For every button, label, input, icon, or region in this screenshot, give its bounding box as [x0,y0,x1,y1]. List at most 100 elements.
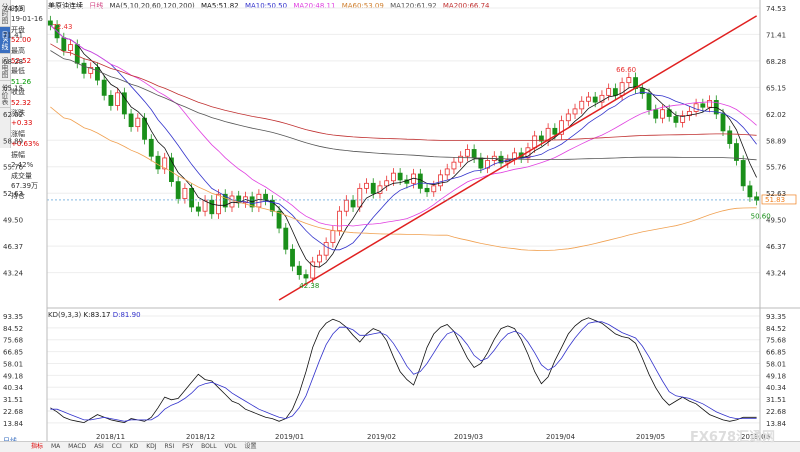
amp-label: 涨幅 [11,129,25,138]
tab-daily-kline[interactable]: 日K线 [0,27,10,54]
tab-price-table[interactable]: 分价表 [0,81,10,108]
candle-body-0 [47,20,53,26]
ma10-legend: MA10:50.50 [244,2,288,10]
y-tick-right-3: 52.63 [766,190,786,198]
candle-body-93 [673,116,679,123]
kd-tick-right-7: 75.68 [766,337,786,345]
candle-body-16 [155,155,161,170]
candle-body-64 [478,157,484,169]
candle-body-52 [397,172,403,181]
candle-body-72 [532,135,538,149]
candle-body-57 [431,185,437,193]
candle-body-6 [88,67,94,74]
candle-body-27 [229,195,235,208]
kd-tick-right-3: 40.34 [766,384,787,392]
date-value: 19-01-16 [11,15,43,24]
close-value: 52.32 [11,98,32,107]
trendline [278,15,758,301]
candle-body-34 [276,210,282,229]
candle-body-15 [148,138,154,157]
candle-body-63 [471,149,477,159]
indicator-tab-kd[interactable]: KD [129,443,139,450]
indicator-tab-asi[interactable]: ASI [94,443,104,450]
price-chart[interactable]: 51.83 43.24 43.24 46.37 46.37 49.50 49.50 52.6… [0,0,800,441]
indicator-tab-index[interactable]: 指标 [31,443,44,450]
last-price-box [761,194,797,205]
kd-tick-left-2: 31.51 [3,396,23,404]
candle-body-101 [727,130,733,144]
tab-intraday[interactable]: 分时图 [0,0,10,27]
candle-body-26 [222,193,228,208]
y-tick-left-2: 49.50 [3,217,23,225]
candle-body-25 [216,193,221,215]
y-tick-left-5: 58.89 [3,137,23,145]
amp-value: +0.63% [11,140,40,149]
x-tick-7: 2019/06 [741,433,771,441]
indicator-tab-settings[interactable]: 设置 [244,443,257,450]
candle-body-48 [370,182,376,194]
y-tick-left-10: 74.53 [3,5,23,13]
indicator-tab-macd[interactable]: MACD [68,443,87,450]
candle-body-32 [263,193,269,201]
close-label: 收盘 [11,88,25,97]
y-tick-left-6: 62.02 [3,111,23,119]
indicator-tab-kdj[interactable]: KDJ [146,443,157,450]
candle-body-31 [256,193,262,208]
chart-sidebar: 分时图 日K线 闪电图 分价表 [0,0,11,148]
y-tick-right-1: 46.37 [766,243,786,251]
marker-low: 42.38 [299,282,319,290]
kd-tick-right-5: 58.01 [766,360,786,368]
indicator-tab-vol[interactable]: VOL [224,443,237,450]
y-tick-right-5: 58.89 [766,137,786,145]
candle-body-19 [175,181,181,199]
candle-body-61 [458,155,464,163]
kd-k-line [50,317,757,424]
indicator-tab-psy[interactable]: PSY [182,443,194,450]
candle-body-2 [61,37,67,51]
candle-body-97 [700,103,706,108]
candle-body-60 [451,161,457,170]
candle-body-98 [707,100,712,108]
candle-body-37 [296,265,302,276]
x-tick-1: 2018/12 [186,433,215,441]
candle-body-22 [195,206,201,212]
kd-tick-right-6: 66.85 [766,349,786,357]
kd-tick-right-1: 22.68 [766,408,786,416]
ma60-line [50,106,757,252]
y-tick-right-8: 68.28 [766,58,786,66]
low-label: 最低 [11,67,25,76]
candle-body-86 [626,77,632,84]
ma60-legend: MA60:53.09 [341,2,384,10]
candle-body-39 [310,261,316,279]
candle-body-94 [680,115,686,123]
high-label: 最高 [11,46,25,55]
last-price-label: 51.83 [765,196,785,204]
tab-flash[interactable]: 闪电图 [0,54,10,81]
y-tick-right-9: 71.41 [766,31,786,39]
candle-body-11 [121,92,127,115]
change-value: +0.33 [11,119,33,128]
candle-body-100 [720,113,726,132]
kd-tick-right-8: 84.52 [766,325,786,333]
kd-tick-right-4: 49.18 [766,372,786,380]
ma20-legend: MA20:48.11 [293,2,336,10]
candle-body-103 [740,160,746,187]
y-tick-left-1: 46.37 [3,243,23,251]
kd-tick-left-7: 75.68 [3,337,23,345]
kd-tick-left-6: 66.85 [3,349,23,357]
candle-body-24 [209,199,215,215]
d-value: D:81.90 [112,311,141,319]
ma5-line [50,24,757,268]
candle-body-96 [693,103,699,112]
ma200-line [50,43,757,142]
candle-body-46 [357,187,363,208]
indicator-tab-ma[interactable]: MA [50,443,61,450]
indicator-tab-boll[interactable]: BOLL [201,443,217,450]
kd-tick-right-9: 93.35 [766,313,786,321]
y-tick-right-0: 43.24 [766,270,787,278]
y-tick-left-4: 55.76 [3,164,24,172]
candle-body-17 [162,157,168,170]
indicator-tab-rsi[interactable]: RSI [164,443,175,450]
ma200-legend: MA200:66.74 [442,2,490,10]
indicator-tab-cci[interactable]: CCI [111,443,122,450]
